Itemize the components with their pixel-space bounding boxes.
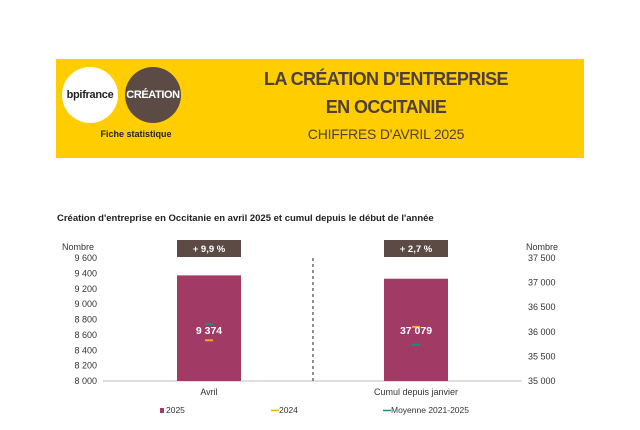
- creation-logo-text: CRÉATION: [126, 89, 180, 101]
- right-axis-tick-label: 36 000: [528, 327, 556, 337]
- fiche-statistique-label: Fiche statistique: [100, 129, 172, 139]
- right-axis-label: Nombre: [526, 242, 558, 252]
- header-banner: bpifrance CRÉATION Fiche statistique LA …: [56, 59, 584, 158]
- right-axis-tick-label: 35 000: [528, 376, 556, 386]
- chart-title: Création d'entreprise en Occitanie en av…: [57, 213, 434, 224]
- left-axis-tick-label: 8 600: [74, 330, 97, 340]
- left-axis-tick-label: 8 000: [74, 376, 97, 386]
- bar-2025: [177, 275, 241, 381]
- left-axis-tick-label: 9 600: [74, 253, 97, 263]
- change-badge-label: + 2,7 %: [400, 244, 433, 255]
- left-axis-tick-label: 9 200: [74, 284, 97, 294]
- legend-label: 2024: [279, 405, 298, 415]
- category-label: Cumul depuis janvier: [374, 387, 458, 397]
- left-axis-tick-label: 9 400: [74, 268, 97, 278]
- change-badge-label: + 9,9 %: [193, 244, 226, 255]
- creation-logo: CRÉATION: [125, 67, 181, 123]
- left-axis-tick-label: 8 200: [74, 361, 97, 371]
- page-title-line2: EN OCCITANIE: [325, 97, 447, 117]
- left-axis-tick-label: 9 000: [74, 299, 97, 309]
- page-title-line1: LA CRÉATION D'ENTREPRISE: [264, 69, 509, 89]
- bpifrance-logo-text: bpifrance: [66, 89, 114, 101]
- left-axis-tick-label: 8 800: [74, 315, 97, 325]
- legend-label: Moyenne 2021-2025: [391, 405, 469, 415]
- right-axis-tick-label: 37 500: [528, 253, 556, 263]
- change-badge: [384, 240, 448, 257]
- bar-2025: [384, 278, 448, 381]
- page-title-line3: CHIFFRES D'AVRIL 2025: [307, 126, 465, 142]
- left-axis-label: Nombre: [62, 242, 94, 252]
- bar-data-label: 37 079: [400, 325, 432, 337]
- right-axis-tick-label: 35 500: [528, 351, 556, 361]
- right-axis-tick-label: 37 000: [528, 278, 556, 288]
- legend-label: 2025: [166, 405, 185, 415]
- change-badge: [177, 240, 241, 257]
- bpifrance-logo: bpifrance: [62, 67, 118, 123]
- legend-swatch-2025: [160, 408, 164, 413]
- bar-data-label: 9 374: [196, 325, 222, 337]
- category-label: Avril: [200, 387, 217, 397]
- left-axis-tick-label: 8 400: [74, 345, 97, 355]
- right-axis-tick-label: 36 500: [528, 302, 556, 312]
